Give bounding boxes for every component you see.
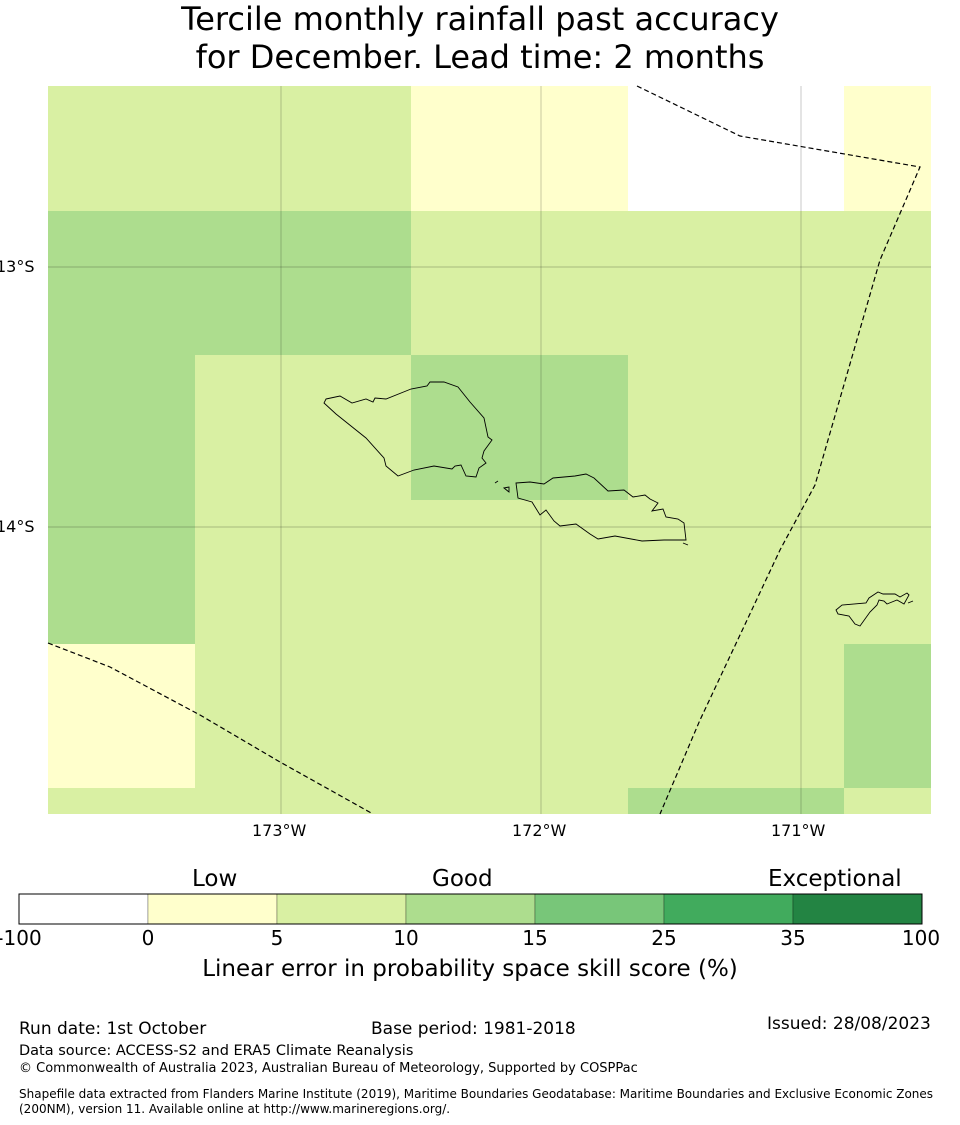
colorbar-tick: 0 [141, 926, 155, 950]
grid-cell [628, 788, 844, 814]
grid-cell [411, 500, 628, 644]
upolu-island [515, 473, 687, 542]
data-source: Data source: ACCESS-S2 and ERA5 Climate … [19, 1043, 414, 1059]
map-panel [18, 85, 931, 925]
colorbar-frame [18, 893, 923, 925]
colorbar-tick: 35 [780, 926, 806, 950]
colorbar-category-exceptional: Exceptional [768, 866, 902, 892]
grid-cell [844, 644, 931, 788]
grid-cell [48, 644, 195, 788]
grid-cell [48, 355, 195, 644]
skill-grid [48, 86, 931, 814]
graticule [48, 86, 931, 814]
manono-islet [502, 486, 510, 493]
issued-date: Issued: 28/08/2023 [767, 1014, 931, 1034]
grid-cell [48, 86, 411, 211]
grid-cell [628, 86, 844, 211]
colorbar-segment [18, 893, 149, 925]
title-line-1: Tercile monthly rainfall past accuracy [181, 0, 779, 38]
grid-cell [411, 86, 628, 211]
colorbar-segment [534, 893, 665, 925]
grid-cell [628, 355, 931, 644]
tutuila-island [835, 591, 910, 627]
copyright-notice: © Commonwealth of Australia 2023, Austra… [19, 1061, 638, 1076]
colorbar-tick: 5 [270, 926, 284, 950]
colorbar-label: Linear error in probability space skill … [202, 956, 738, 982]
lon-label-173w: 173°W [252, 821, 307, 840]
lon-label-172w: 172°W [512, 821, 567, 840]
grid-cell [844, 788, 931, 814]
colorbar-category-good: Good [432, 866, 493, 892]
colorbar-segment [276, 893, 407, 925]
eez-boundary-southwest [47, 642, 374, 815]
grid-cell [195, 355, 411, 644]
aunuu-islet [907, 600, 914, 604]
colorbar-tick: 25 [651, 926, 677, 950]
base-period: Base period: 1981-2018 [371, 1019, 576, 1039]
colorbar-tick: 10 [393, 926, 419, 950]
run-date: Run date: 1st October [19, 1019, 207, 1039]
upolu-east-tip [682, 542, 689, 546]
colorbar-tick: 15 [522, 926, 548, 950]
lat-label-14s: 14°S [0, 517, 35, 536]
colorbar-segment [792, 893, 923, 925]
grid-cell [411, 355, 628, 500]
savaii-island [323, 381, 493, 478]
colorbar-segment [147, 893, 278, 925]
colorbar [18, 893, 923, 925]
colorbar-segment [405, 893, 536, 925]
apolima-islet [494, 480, 499, 484]
coastlines [323, 381, 914, 627]
shapefile-credit-line-1: Shapefile data extracted from Flanders M… [19, 1087, 934, 1101]
colorbar-tick: 100 [901, 926, 941, 950]
colorbar-category-low: Low [192, 866, 238, 892]
grid-cell [48, 788, 628, 814]
eez-boundary-north [636, 85, 921, 815]
grid-cell [195, 644, 844, 788]
maritime-boundaries [47, 85, 921, 815]
map-title: Tercile monthly rainfall past accuracy f… [0, 0, 960, 76]
grid-cell [844, 86, 931, 211]
grid-cell [48, 211, 411, 355]
lon-label-171w: 171°W [771, 821, 826, 840]
title-line-2: for December. Lead time: 2 months [195, 38, 765, 76]
colorbar-tick: -100 [0, 926, 42, 950]
shapefile-credit-line-2: (200NM), version 11. Available online at… [19, 1102, 451, 1116]
lat-label-13s: 13°S [0, 257, 35, 276]
grid-cell [411, 211, 931, 355]
colorbar-segment [663, 893, 794, 925]
